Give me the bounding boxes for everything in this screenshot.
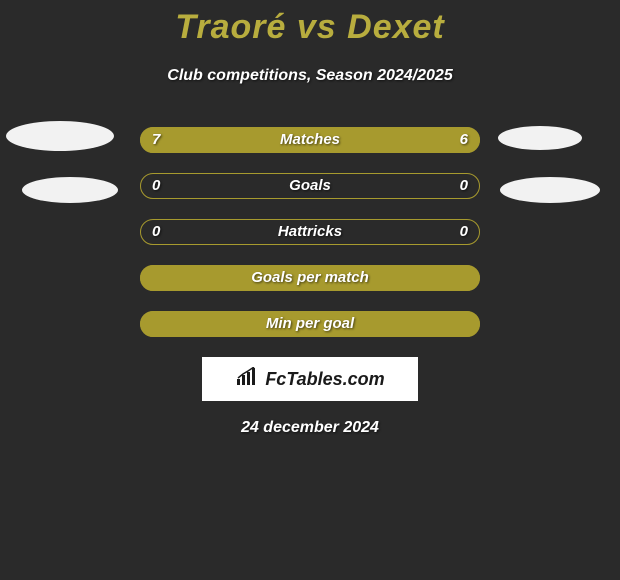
- stats-container: 76Matches 00Goals 00Hattricks Goals per mat…: [0, 127, 620, 337]
- stat-row: 76Matches: [140, 127, 480, 153]
- stat-row: 00Hattricks: [140, 219, 480, 245]
- decorative-ellipse: [498, 126, 582, 150]
- decorative-ellipse: [500, 177, 600, 203]
- stat-row: Min per goal: [140, 311, 480, 337]
- stat-label: Goals: [140, 173, 480, 199]
- stat-label: Matches: [140, 127, 480, 153]
- stat-label: Hattricks: [140, 219, 480, 245]
- stat-label: Goals per match: [140, 265, 480, 291]
- stat-label: Min per goal: [140, 311, 480, 337]
- decorative-ellipse: [22, 177, 118, 203]
- stat-row: Goals per match: [140, 265, 480, 291]
- decorative-ellipse: [6, 121, 114, 151]
- brand-box: FcTables.com: [202, 357, 418, 401]
- page-title: Traoré vs Dexet: [0, 0, 620, 47]
- subtitle: Club competitions, Season 2024/2025: [0, 67, 620, 85]
- footer-date: 24 december 2024: [0, 419, 620, 437]
- brand-text: FcTables.com: [265, 369, 384, 390]
- brand-chart-icon: [235, 367, 259, 392]
- stat-row: 00Goals: [140, 173, 480, 199]
